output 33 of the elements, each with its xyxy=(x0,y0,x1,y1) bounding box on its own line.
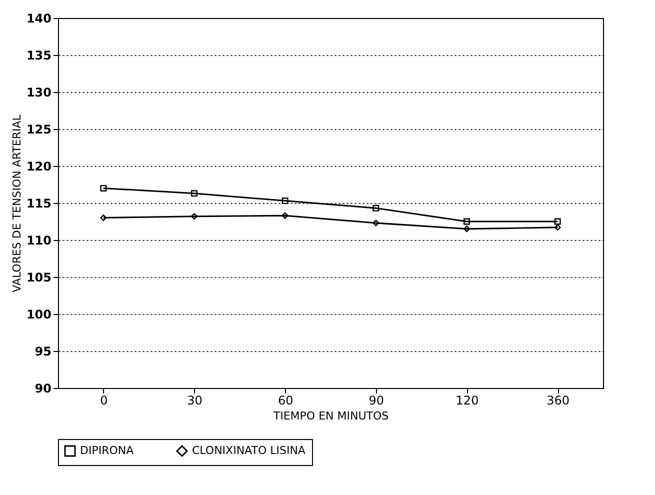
x-tick-label: 60 xyxy=(278,394,294,408)
x-axis-title: TIEMPO EN MINUTOS xyxy=(272,410,389,422)
x-tick-label: 360 xyxy=(546,394,570,408)
y-tick-label: 140 xyxy=(26,12,52,26)
point xyxy=(191,190,198,197)
point xyxy=(554,218,561,225)
point xyxy=(464,218,470,225)
y-tick-label: 125 xyxy=(26,122,52,136)
legend-label: DIPIRONA xyxy=(80,444,134,457)
y-tick-label: 90 xyxy=(34,382,52,396)
y-tick-label: 110 xyxy=(26,234,52,248)
x-tick-label: 90 xyxy=(368,394,384,408)
point xyxy=(372,204,380,212)
point xyxy=(100,214,107,222)
y-tick-label: 105 xyxy=(26,270,52,284)
point xyxy=(100,184,107,192)
y-tick-label: 115 xyxy=(26,196,52,210)
y-tick-label: 95 xyxy=(34,344,52,358)
point xyxy=(372,220,380,226)
x-tick-label: 30 xyxy=(187,394,202,408)
point xyxy=(191,213,198,220)
point xyxy=(554,224,561,231)
point xyxy=(464,226,470,232)
point xyxy=(282,198,288,204)
y-tick-label: 130 xyxy=(26,86,52,100)
x-tick-label: 120 xyxy=(456,394,479,408)
y-tick-label: 135 xyxy=(26,48,52,62)
legend-label: CLONIXINATO LISINA xyxy=(192,444,306,457)
y-tick-label: 120 xyxy=(26,160,52,174)
x-tick-label: 0 xyxy=(100,394,108,408)
y-tick-label: 100 xyxy=(26,308,52,322)
y-axis-title: VALORES DE TENSION ARTERIAL xyxy=(10,114,24,292)
point xyxy=(282,212,288,219)
